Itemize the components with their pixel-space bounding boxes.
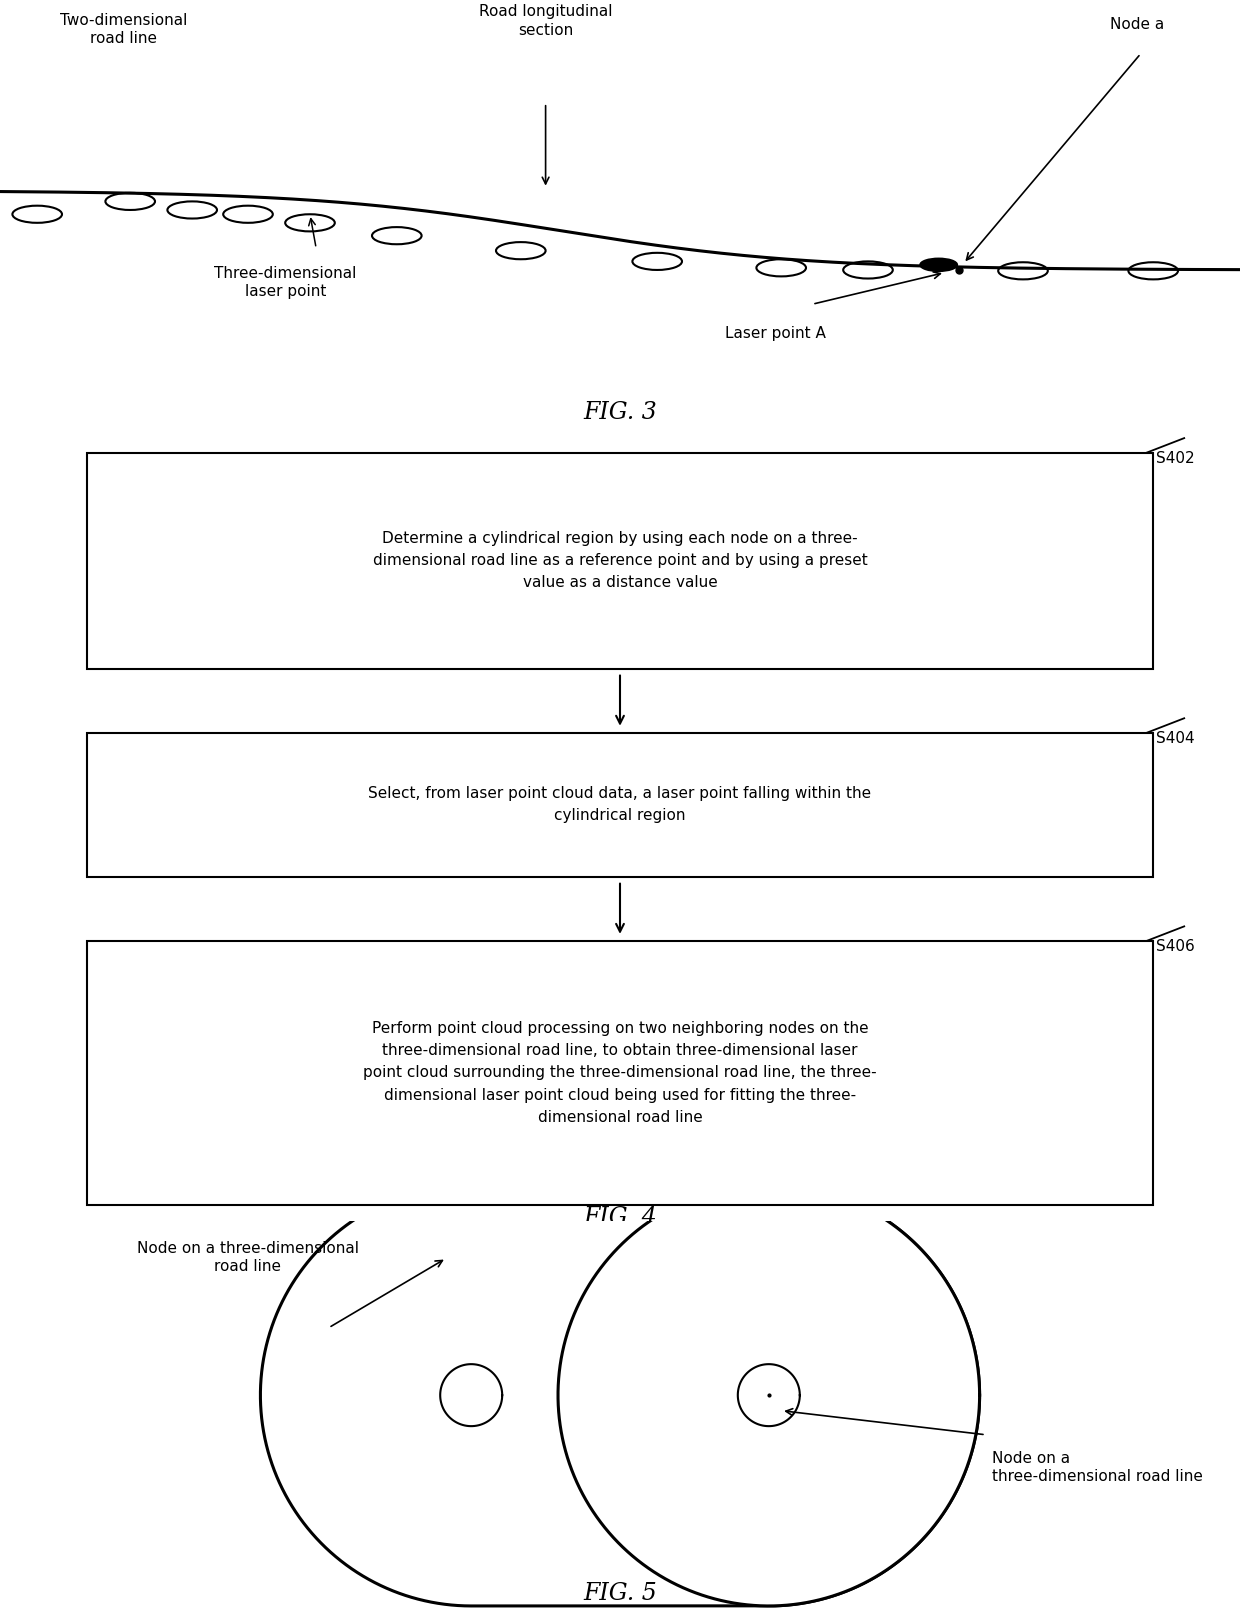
FancyBboxPatch shape: [87, 733, 1153, 876]
Polygon shape: [558, 1184, 980, 1606]
Circle shape: [920, 259, 957, 272]
Text: S406: S406: [1156, 939, 1194, 954]
Polygon shape: [260, 1184, 980, 1606]
Text: Select, from laser point cloud data, a laser point falling within the
cylindrica: Select, from laser point cloud data, a l…: [368, 786, 872, 823]
Text: Road longitudinal
section: Road longitudinal section: [479, 5, 613, 37]
Text: Laser point A: Laser point A: [725, 325, 826, 341]
Text: Node a: Node a: [1110, 18, 1164, 32]
Text: Determine a cylindrical region by using each node on a three-
dimensional road l: Determine a cylindrical region by using …: [373, 530, 867, 590]
Text: S402: S402: [1156, 451, 1194, 466]
Text: Node on a
three-dimensional road line: Node on a three-dimensional road line: [992, 1450, 1203, 1484]
Text: Perform point cloud processing on two neighboring nodes on the
three-dimensional: Perform point cloud processing on two ne…: [363, 1020, 877, 1125]
Text: FIG. 3: FIG. 3: [583, 401, 657, 424]
FancyBboxPatch shape: [87, 453, 1153, 669]
Text: FIG. 5: FIG. 5: [583, 1581, 657, 1606]
Text: S404: S404: [1156, 731, 1194, 745]
FancyBboxPatch shape: [87, 941, 1153, 1205]
Text: Node on a three-dimensional
road line: Node on a three-dimensional road line: [136, 1240, 360, 1274]
Text: Three-dimensional
laser point: Three-dimensional laser point: [215, 265, 356, 299]
Text: Two-dimensional
road line: Two-dimensional road line: [61, 13, 187, 47]
Text: FIG. 4: FIG. 4: [583, 1206, 657, 1229]
